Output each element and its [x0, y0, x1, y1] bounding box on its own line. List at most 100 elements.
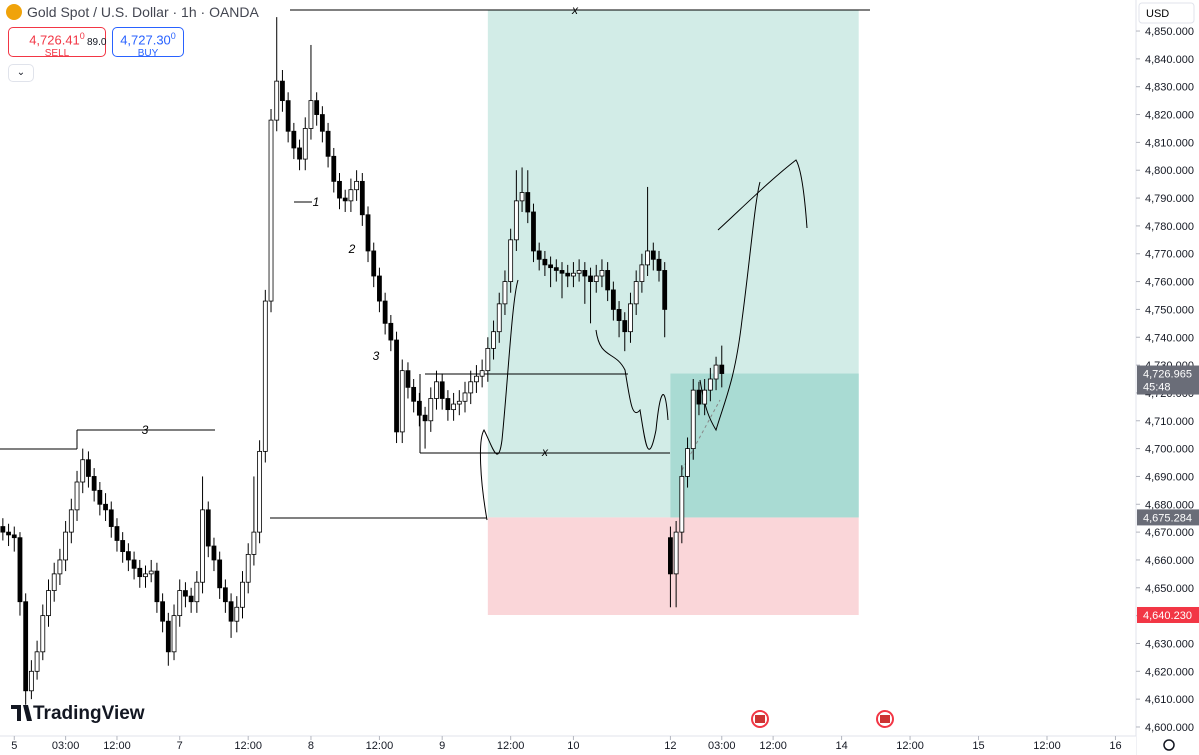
- currency[interactable]: USD: [1146, 8, 1169, 20]
- event-icon[interactable]: [880, 715, 890, 723]
- candle-body: [359, 180, 365, 216]
- y-tick-label: 4,680.000: [1145, 499, 1194, 511]
- price-label-box: [1137, 606, 1199, 623]
- x-tick-label: 12: [664, 740, 676, 752]
- y-tick-label: 4,630.000: [1145, 638, 1194, 650]
- x-tick-label: 7: [177, 740, 183, 752]
- candle-body: [262, 300, 268, 452]
- candle-body: [645, 250, 650, 266]
- candle-body: [451, 403, 457, 411]
- candle-body: [68, 509, 74, 533]
- candle-body: [97, 489, 103, 505]
- x-tick-label: 12:00: [1033, 740, 1061, 752]
- x-tick-label: 03:00: [708, 740, 736, 752]
- sell-price-sup[interactable]: 0: [79, 31, 85, 41]
- candle-body: [154, 570, 160, 603]
- sell-label[interactable]: SELL: [44, 48, 70, 60]
- candle-body: [434, 381, 439, 399]
- candle-body: [571, 272, 576, 277]
- y-tick-label: 4,780.000: [1145, 221, 1194, 233]
- candle-body: [394, 339, 399, 433]
- candle-body: [160, 601, 166, 622]
- candle-body: [188, 595, 194, 603]
- last-price-box: [1137, 365, 1199, 395]
- candle-body: [51, 573, 57, 591]
- buy-label[interactable]: BUY: [137, 48, 159, 60]
- candle-body: [485, 347, 491, 372]
- candle-body: [536, 250, 542, 260]
- settings-icon[interactable]: [1163, 739, 1175, 751]
- buy-button[interactable]: 4,727.300 BUY: [112, 27, 184, 59]
- event-icon[interactable]: [751, 710, 769, 728]
- price-label: 4,640.230: [1143, 610, 1192, 622]
- candle-body: [143, 573, 148, 578]
- candle-body: [662, 270, 668, 310]
- candle-body: [525, 192, 531, 213]
- candle-body: [354, 180, 360, 191]
- candle-body: [616, 309, 622, 321]
- y-tick-label: 4,710.000: [1145, 416, 1194, 428]
- sell-button[interactable]: 4,726.410 SELL: [8, 27, 106, 59]
- y-tick-label: 4,770.000: [1145, 249, 1194, 261]
- candle-body: [125, 551, 131, 561]
- candle-body: [257, 450, 263, 533]
- candle-body: [599, 270, 605, 277]
- candle-body: [217, 559, 223, 589]
- annotation: 1: [313, 195, 320, 209]
- candle-body: [297, 147, 302, 160]
- candle-body: [211, 545, 217, 561]
- x-tick-label: 8: [308, 740, 314, 752]
- y-tick-label: 4,670.000: [1145, 527, 1194, 539]
- symbol-title: Gold Spot / U.S. Dollar · 1h · OANDA: [27, 4, 259, 20]
- candle-body: [274, 80, 280, 121]
- candle-body: [337, 180, 342, 199]
- x-tick-label: 12:00: [103, 740, 131, 752]
- freehand: [479, 279, 519, 521]
- x-tick-label: 12:00: [366, 740, 394, 752]
- candle-body: [314, 100, 320, 115]
- x-tick-label: 12:00: [896, 740, 924, 752]
- candle-body: [63, 531, 69, 561]
- candle-body: [302, 128, 308, 160]
- candle-body: [165, 620, 171, 653]
- candle-body: [513, 200, 519, 241]
- candle-body: [411, 386, 417, 402]
- x-tick-label: 5: [11, 740, 17, 752]
- candle-body: [622, 320, 628, 333]
- logo: TradingView: [11, 703, 145, 724]
- candle-body: [171, 615, 177, 653]
- event-icon[interactable]: [755, 715, 765, 723]
- candle-body: [371, 250, 377, 277]
- x-tick-label: 16: [1109, 740, 1121, 752]
- candle-body: [17, 537, 23, 603]
- candle-body: [542, 258, 548, 266]
- candle-body: [377, 275, 382, 302]
- collapse-button[interactable]: ⌄: [8, 64, 34, 82]
- candle-body: [656, 258, 662, 271]
- candle-body: [365, 214, 371, 252]
- y-tick-label: 4,750.000: [1145, 304, 1194, 316]
- candle-body: [445, 398, 451, 411]
- candle-body: [240, 581, 245, 608]
- candle-body: [308, 100, 314, 129]
- event-icon[interactable]: [876, 710, 894, 728]
- buy-price-sup[interactable]: 0: [170, 31, 176, 41]
- y-tick-label: 4,830.000: [1145, 82, 1194, 94]
- x-tick-label: 14: [835, 740, 847, 752]
- candle-body: [531, 211, 536, 252]
- candle-body: [491, 331, 496, 349]
- candle-body: [474, 375, 479, 383]
- y-tick-label: 4,600.000: [1145, 722, 1194, 734]
- candle-body: [702, 389, 708, 405]
- candle-body: [588, 275, 593, 282]
- x-tick-label: 12:00: [497, 740, 525, 752]
- candle-body: [40, 615, 46, 653]
- sell-price[interactable]: 4,726.41: [29, 32, 80, 48]
- candle-body: [234, 606, 240, 622]
- buy-price[interactable]: 4,727.30: [120, 32, 171, 48]
- currency-button[interactable]: [1138, 2, 1195, 24]
- candle-body: [707, 378, 713, 391]
- y-tick-label: 4,800.000: [1145, 165, 1194, 177]
- y-tick-label: 4,610.000: [1145, 694, 1194, 706]
